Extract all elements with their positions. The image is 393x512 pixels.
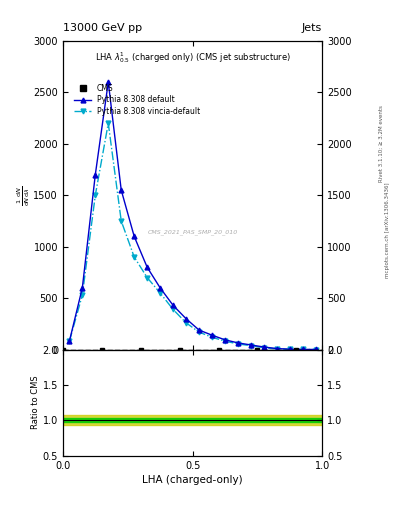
X-axis label: LHA (charged-only): LHA (charged-only) [142,475,243,485]
Text: Jets: Jets [302,23,322,33]
Text: 13000 GeV pp: 13000 GeV pp [63,23,142,33]
Text: LHA $\lambda^{1}_{0.5}$ (charged only) (CMS jet substructure): LHA $\lambda^{1}_{0.5}$ (charged only) (… [95,50,290,65]
Text: mcplots.cern.ch [arXiv:1306.3436]: mcplots.cern.ch [arXiv:1306.3436] [385,183,389,278]
Y-axis label: $\frac{1}{\mathrm{d}N} \frac{\mathrm{d}N}{\mathrm{d}\lambda}$: $\frac{1}{\mathrm{d}N} \frac{\mathrm{d}N… [15,185,32,205]
Text: Rivet 3.1.10; ≥ 3.2M events: Rivet 3.1.10; ≥ 3.2M events [379,105,384,182]
Y-axis label: Ratio to CMS: Ratio to CMS [31,376,40,430]
Text: CMS_2021_PAS_SMP_20_010: CMS_2021_PAS_SMP_20_010 [147,229,238,235]
Legend: CMS, Pythia 8.308 default, Pythia 8.308 vincia-default: CMS, Pythia 8.308 default, Pythia 8.308 … [72,82,203,118]
